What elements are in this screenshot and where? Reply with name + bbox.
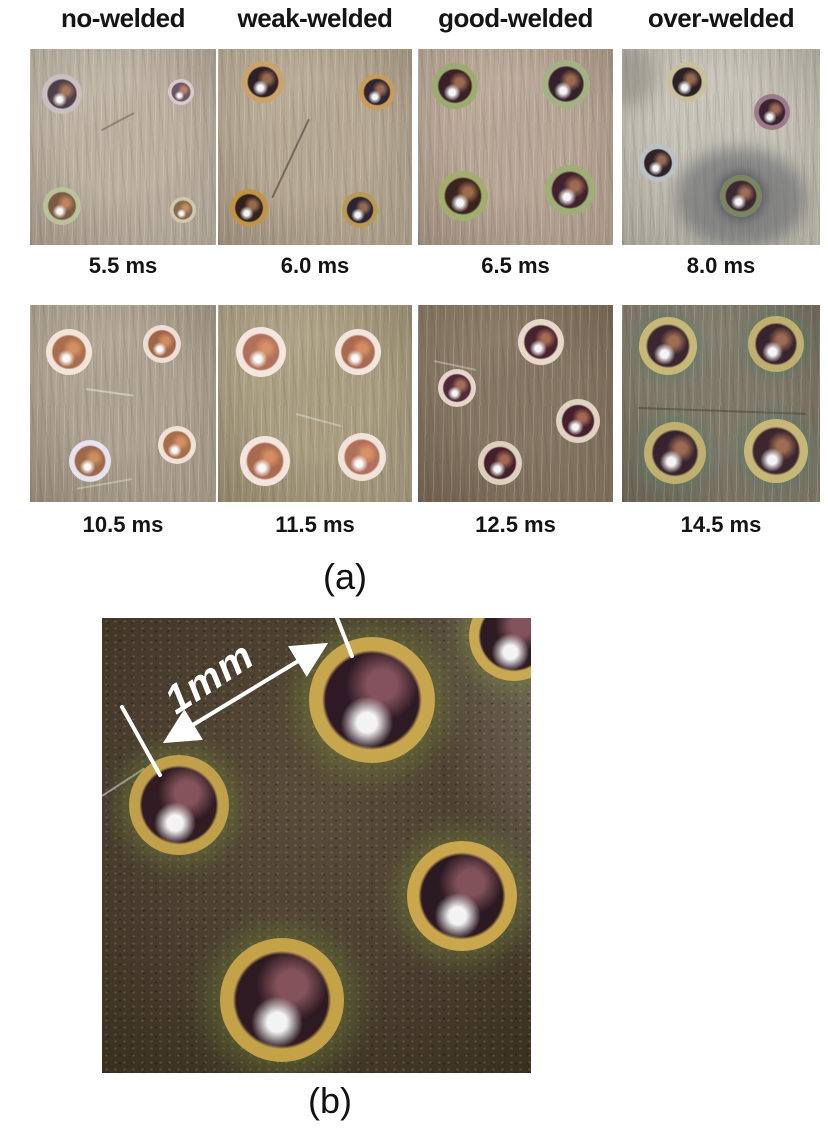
weld-spot (744, 418, 809, 483)
weld-spot (309, 636, 436, 763)
weld-spot (129, 754, 230, 855)
weld-spot (341, 191, 378, 228)
weld-spot (754, 93, 791, 130)
surface-scratch (295, 413, 341, 428)
weld-spot (239, 435, 290, 486)
weld-spot (167, 79, 194, 106)
figure-b-label: (b) (308, 1080, 352, 1121)
weld-spot (230, 188, 269, 227)
weld-spot (143, 325, 182, 364)
weld-spot (638, 317, 697, 376)
weld-time-label: 8.0 ms (686, 253, 756, 278)
weld-spot (517, 319, 564, 366)
weld-time-label: 11.5 ms (275, 512, 355, 537)
weld-spot (477, 440, 522, 485)
weld-spot (407, 840, 518, 951)
weld-spot (235, 327, 286, 378)
weld-spot (719, 175, 762, 217)
weld-spot (169, 196, 196, 223)
closeup-photo: 1mm (102, 618, 531, 1073)
column-header-no-welded: no-welded (60, 3, 186, 33)
weld-spot (437, 171, 488, 221)
weld-spot (359, 74, 396, 111)
scale-dimension-arrow (120, 618, 354, 777)
weld-spot (644, 421, 707, 484)
surface-scratch (271, 118, 311, 199)
weld-time-label: 14.5 ms (680, 512, 762, 537)
weld-time-label: 12.5 ms (475, 512, 556, 537)
weld-spot (46, 329, 93, 376)
column-header-weak-welded: weak-welded (237, 3, 393, 33)
weld-photo-10.5ms (30, 305, 216, 502)
surface-scratch (100, 111, 135, 132)
weld-spot (68, 439, 111, 482)
weld-time-label: 6.5 ms (481, 253, 550, 278)
weld-photo-14.5ms (622, 305, 820, 502)
weld-spot (555, 399, 600, 444)
weld-photo-6.5ms (418, 49, 613, 245)
weld-spot (438, 368, 476, 407)
weld-photo-6.0ms (218, 49, 412, 245)
burn-smudge (622, 49, 655, 107)
weld-photo-11.5ms (218, 305, 412, 502)
weld-spot (220, 938, 345, 1063)
surface-scratch (85, 387, 134, 397)
weld-time-label: 10.5 ms (82, 512, 164, 537)
weld-spot (41, 74, 82, 115)
weld-spot (241, 61, 284, 104)
column-header-over-welded: over-welded (647, 3, 795, 33)
weld-spot (667, 62, 708, 103)
weld-spot (748, 316, 805, 373)
weld-photo-5.5ms (30, 49, 216, 245)
weld-spot (337, 432, 386, 481)
weld-spot (334, 329, 381, 376)
weld-spot (545, 165, 596, 216)
column-header-good-welded: good-welded (438, 3, 593, 33)
surface-scratch (637, 407, 807, 416)
weld-spot (542, 60, 591, 109)
weld-spot (432, 63, 479, 110)
weld-spot (42, 186, 81, 225)
weld-photo-8.0ms (622, 49, 820, 245)
weld-time-label: 5.5 ms (88, 253, 158, 278)
weld-spot (638, 143, 677, 182)
weld-photo-12.5ms (418, 305, 613, 502)
weld-spot (157, 425, 196, 464)
weld-time-label: 6.0 ms (280, 253, 350, 278)
figure-a-label: (a) (323, 556, 367, 597)
